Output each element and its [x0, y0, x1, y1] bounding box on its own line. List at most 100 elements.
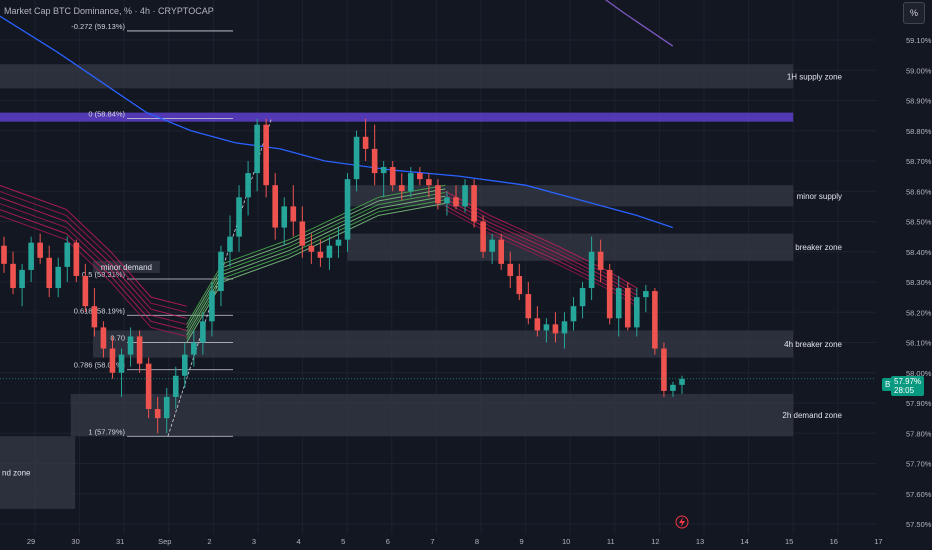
candle-body [335, 239, 342, 246]
time-tick-label: 6 [386, 537, 390, 546]
ma-blue-line [0, 15, 673, 229]
candle-body [652, 291, 658, 349]
fib-level-label: 0.5 (58.31%) [82, 270, 125, 279]
time-tick-label: 10 [562, 537, 570, 546]
time-tick-label: 3 [252, 537, 256, 546]
candle-body [163, 396, 170, 419]
candle-body [362, 136, 369, 149]
candle-body [679, 378, 685, 385]
zone-label: 2h demand zone [782, 411, 842, 420]
price-tick-label: 58.50% [906, 218, 932, 227]
candle-body [245, 173, 251, 198]
candle-body [471, 185, 477, 222]
price-tick-label: 57.90% [906, 399, 932, 408]
candle-body [28, 242, 34, 270]
candle-body [254, 124, 260, 174]
candle-body [661, 348, 667, 391]
ma-ribbon-green [186, 188, 446, 329]
candle-body [507, 263, 514, 276]
candle-body [317, 251, 324, 258]
time-tick-label: 31 [116, 537, 124, 546]
candle-body [588, 251, 595, 289]
candle-body [10, 263, 16, 289]
candle-body [154, 409, 161, 419]
ma-ribbon-green [186, 199, 446, 340]
candle-body [118, 354, 125, 373]
candle-body [543, 324, 550, 331]
time-tick-label: 8 [475, 537, 479, 546]
candle-body [344, 179, 351, 240]
candle-body [227, 236, 233, 252]
candle-body [19, 269, 25, 289]
candle-body [100, 327, 107, 349]
zone-labels-layer: 1H supply zone minor supply breaker zone mi… [2, 72, 843, 477]
lightning-icon[interactable] [675, 515, 689, 529]
candle-body [281, 206, 288, 228]
candle-body [308, 245, 315, 252]
last-price-tag: 57.97% 28:05 [891, 376, 925, 396]
ma-ribbon-red [0, 209, 187, 331]
candle-body [218, 251, 224, 292]
candle-body [64, 242, 71, 267]
zone-label: minor supply [797, 192, 842, 201]
ma-ribbon-red [0, 184, 187, 307]
candle-body [634, 297, 640, 328]
candle-body [534, 318, 541, 331]
candle-body [670, 384, 676, 391]
zone-label: breaker zone [795, 243, 842, 252]
candle-body [109, 348, 116, 373]
zone-label: nd zone [2, 469, 31, 478]
zone-box [92, 330, 794, 358]
candle-body [579, 288, 586, 307]
candle-body [299, 221, 306, 246]
candle-body [435, 185, 441, 204]
ma-ribbon-red [0, 197, 187, 319]
price-tick-label: 58.20% [906, 308, 932, 317]
time-tick-label: 16 [830, 537, 838, 546]
candle-body [290, 206, 297, 222]
bar-countdown: 28:05 [894, 386, 915, 395]
zone-label: minor demand [101, 263, 152, 272]
price-tick-label: 58.30% [906, 278, 932, 287]
price-tick-label: 57.80% [906, 429, 932, 438]
price-tick-label: 58.80% [906, 127, 932, 136]
candle-body [561, 321, 568, 334]
time-tick-label: 17 [874, 537, 882, 546]
price-tick-label: 58.60% [906, 187, 932, 196]
chart-title: Market Cap BTC Dominance, % · 4h · CRYPT… [4, 6, 214, 16]
time-axis-bg [0, 534, 932, 550]
price-tick-label: 57.50% [906, 520, 932, 529]
candle-body [462, 185, 468, 207]
price-axis[interactable]: 59.10% 59.00% 58.90% 58.80% 58.70% 58.60% 58.5… [876, 0, 932, 550]
fib-level-label: -0.272 (59.13%) [71, 22, 125, 31]
time-tick-label: 13 [696, 537, 704, 546]
candle-body [389, 167, 396, 186]
price-axis-bg [876, 0, 932, 550]
candle-body [236, 197, 242, 237]
zone-box [347, 233, 794, 261]
time-tick-label: 12 [651, 537, 659, 546]
moving-averages [0, 0, 674, 229]
last-price: 57.97% [894, 377, 922, 386]
ma-ribbon-green [186, 195, 446, 336]
time-tick-label: 2 [207, 537, 211, 546]
time-axis[interactable]: 29 30 31 Sep 2 3 4 5 6 7 8 9 10 11 12 13 14 15 16 17 [0, 534, 932, 550]
candle-body [272, 185, 278, 228]
percent-scale-button[interactable]: % [903, 2, 925, 24]
time-tick-label: 5 [341, 537, 345, 546]
candle-body [91, 306, 98, 328]
zone-box [92, 260, 160, 273]
candle-body [498, 239, 504, 264]
price-tick-label: 59.00% [906, 66, 932, 75]
fib-level-label: 0 (58.84%) [88, 110, 125, 119]
price-tick-label: 59.10% [906, 36, 932, 45]
candle-body [380, 167, 387, 174]
zone-box [70, 393, 794, 437]
ma-ribbon-red [0, 215, 187, 337]
price-tick-label: 58.00% [906, 369, 932, 378]
candle-body [489, 239, 495, 252]
candle-body [55, 266, 62, 289]
fib-level-label: 1 (57.79%) [88, 427, 125, 436]
zones-layer [0, 64, 794, 509]
